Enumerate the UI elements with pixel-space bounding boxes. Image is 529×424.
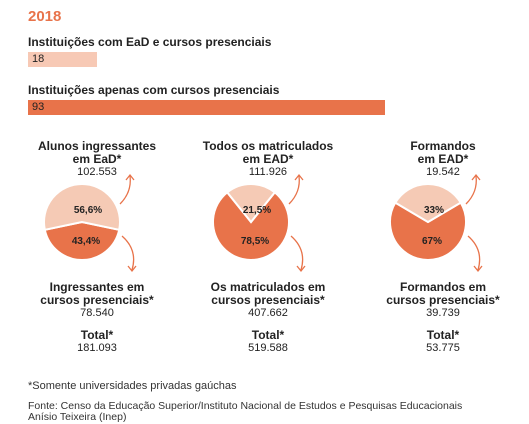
pie-3-wrap: 33% 67%: [388, 170, 503, 285]
pie-slice-presencial: [389, 201, 467, 261]
col3-top-value: 19.542: [426, 166, 460, 178]
pie-label-presencial: 43,4%: [72, 236, 100, 247]
col1-top-value: 102.553: [77, 166, 117, 178]
pie-chart-2: 21,5% 78,5%: [212, 173, 306, 273]
pie-label-presencial: 78,5%: [241, 236, 269, 247]
column-ingressantes: Alunos ingressantes em EaD* 102.553: [17, 140, 177, 179]
col2-total-value: 519.588: [248, 342, 288, 354]
pie-label-presencial: 67%: [422, 236, 442, 247]
col3-top-title-2: em EAD*: [417, 152, 469, 166]
col1-total-value: 181.093: [77, 342, 117, 354]
column-formandos: Formandos em EAD* 19.542: [363, 140, 523, 179]
col1-bottom-title-1: Ingressantes em: [49, 280, 145, 294]
bar-2-track: 93: [28, 100, 385, 115]
arrow-down-head: [296, 265, 306, 273]
col3-total-label: Total*: [426, 328, 460, 342]
pie-chart-1: 56,6% 43,4%: [43, 173, 137, 273]
col1-total-label: Total*: [80, 328, 114, 342]
bar-2-fill: 93: [28, 100, 385, 115]
arrow-up-connector: [465, 175, 477, 205]
col1-bottom-value: 78.540: [80, 307, 114, 319]
source-line-1: Fonte: Censo da Educação Superior/Instit…: [28, 400, 463, 412]
column-matriculados: Todos os matriculados em EAD* 111.926: [188, 140, 348, 179]
arrow-up-head: [125, 173, 135, 181]
arrow-down-head: [127, 265, 137, 273]
arrow-down-connector: [467, 235, 481, 271]
pie-slice-ead: [43, 183, 121, 232]
pie-2-wrap: 21,5% 78,5%: [211, 170, 326, 285]
col2-top-value: 111.926: [248, 166, 288, 178]
pie-chart-3: 33% 67%: [389, 173, 483, 273]
column-matriculados-bottom: Os matriculados em cursos presenciais* 4…: [188, 281, 348, 355]
pie-label-ead: 33%: [424, 205, 444, 216]
col2-top-title-1: Todos os matriculados: [202, 139, 334, 153]
col2-bottom-title-2: cursos presenciais*: [211, 293, 325, 307]
column-ingressantes-bottom: Ingressantes em cursos presenciais* 78.5…: [17, 281, 177, 355]
pie-label-ead: 21,5%: [243, 205, 271, 216]
pie-slice-presencial: [43, 220, 121, 261]
year-label: 2018: [28, 8, 62, 25]
col3-total-value: 53.775: [426, 342, 460, 354]
bar-2-title: Instituições apenas com cursos presencia…: [28, 83, 280, 97]
pie-slice-ead: [393, 183, 463, 224]
bar-1-track: 18: [28, 52, 98, 67]
col2-total-label: Total*: [251, 328, 285, 342]
pie-1-wrap: 56,6% 43,4%: [42, 170, 157, 285]
col3-bottom-title-1: Formandos em: [399, 280, 486, 294]
bar-1-fill: 18: [28, 52, 98, 67]
bar-1-value: 18: [32, 53, 45, 65]
col1-top-title-2: em EaD*: [72, 152, 122, 166]
col1-bottom-title-2: cursos presenciais*: [40, 293, 154, 307]
col3-bottom-title-2: cursos presenciais*: [386, 293, 500, 307]
arrow-down-head: [473, 265, 483, 273]
col2-bottom-value: 407.662: [248, 307, 288, 319]
col3-top-title-1: Formandos: [410, 139, 476, 153]
arrow-up-head: [471, 173, 481, 181]
bar-1-title: Instituições com EaD e cursos presenciai…: [28, 35, 272, 49]
arrow-up-connector: [119, 175, 131, 205]
col2-top-title-2: em EAD*: [242, 152, 294, 166]
source-line-2: Anísio Teixeira (Inep): [28, 411, 127, 423]
bar-2-value: 93: [32, 101, 45, 113]
pie-label-ead: 56,6%: [74, 205, 102, 216]
arrow-down-connector: [290, 235, 304, 271]
arrow-up-connector: [288, 175, 300, 205]
pie-slice-presencial: [212, 190, 290, 261]
col2-bottom-title-1: Os matriculados em: [210, 280, 326, 294]
col1-top-title-1: Alunos ingressantes: [37, 139, 157, 153]
col3-bottom-value: 39.739: [426, 307, 460, 319]
pie-slice-ead: [225, 183, 277, 224]
footnote: *Somente universidades privadas gaúchas: [28, 380, 237, 392]
arrow-up-head: [294, 173, 304, 181]
arrow-down-connector: [121, 235, 135, 271]
column-formandos-bottom: Formandos em cursos presenciais* 39.739 …: [363, 281, 523, 355]
